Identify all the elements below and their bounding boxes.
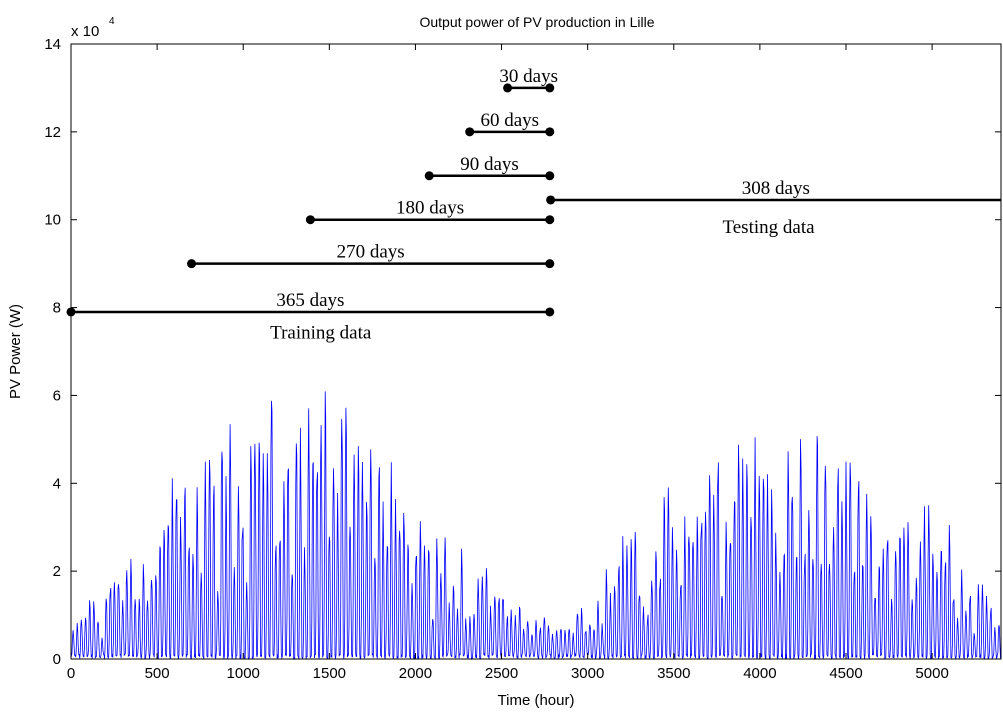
interval-label: 60 days bbox=[480, 110, 539, 131]
y-tick-label: 10 bbox=[44, 212, 61, 229]
chart-title: Output power of PV production in Lille bbox=[419, 14, 654, 30]
x-tick-label: 0 bbox=[67, 665, 75, 682]
y-tick-label: 8 bbox=[53, 300, 61, 317]
y-tick-label: 0 bbox=[53, 651, 61, 668]
x-tick-label: 2500 bbox=[485, 665, 518, 682]
x-tick-label: 3500 bbox=[657, 665, 690, 682]
interval-start-dot bbox=[546, 195, 556, 205]
interval-label: 270 days bbox=[337, 242, 405, 263]
interval-label: 30 days bbox=[499, 66, 558, 87]
interval-layer: 30 days 60 days 90 days 180 days 270 days 365… bbox=[66, 66, 1001, 343]
interval-end-dot bbox=[545, 127, 555, 137]
y-tick-label: 12 bbox=[44, 124, 61, 141]
annotation-label: Training data bbox=[270, 322, 372, 343]
interval-end-dot bbox=[545, 83, 555, 93]
interval-start-dot bbox=[305, 215, 315, 225]
interval-start-dot bbox=[503, 83, 513, 93]
y-tick-label: 6 bbox=[53, 387, 61, 404]
interval-start-dot bbox=[465, 127, 475, 137]
interval-end-dot bbox=[545, 259, 555, 269]
interval-start-dot bbox=[424, 171, 434, 181]
interval-label: 365 days bbox=[276, 290, 344, 311]
x-tick-label: 2000 bbox=[399, 665, 432, 682]
interval-end-dot bbox=[545, 215, 555, 225]
tick-layer: 0 500 1000 1500 2000 2500 3000 3500 4000 4500 5000… bbox=[44, 36, 1001, 682]
axes-box bbox=[70, 43, 1002, 660]
y-tick-label: 14 bbox=[44, 36, 61, 53]
y-tick-label: 2 bbox=[53, 563, 61, 580]
y-axis-multiplier-exponent: 4 bbox=[109, 16, 115, 27]
interval-label: 180 days bbox=[396, 198, 464, 219]
interval-label: 90 days bbox=[460, 154, 519, 175]
annotation-label: Testing data bbox=[722, 217, 815, 238]
pv-power-series-line bbox=[70, 391, 1002, 661]
series-layer bbox=[70, 391, 1002, 661]
y-tick-label: 4 bbox=[53, 475, 61, 492]
interval-end-dot bbox=[545, 171, 555, 181]
y-axis-label: PV Power (W) bbox=[7, 304, 24, 399]
interval-end-dot bbox=[545, 307, 555, 317]
y-axis-multiplier: x 10 bbox=[71, 23, 99, 40]
x-tick-label: 5000 bbox=[915, 665, 948, 682]
x-tick-label: 500 bbox=[145, 665, 170, 682]
x-tick-label: 1000 bbox=[227, 665, 260, 682]
x-tick-label: 1500 bbox=[313, 665, 346, 682]
x-axis-label: Time (hour) bbox=[498, 692, 575, 709]
interval-label: 308 days bbox=[742, 178, 810, 199]
x-tick-label: 4500 bbox=[829, 665, 862, 682]
x-tick-label: 3000 bbox=[571, 665, 604, 682]
interval-start-dot bbox=[187, 259, 197, 269]
x-tick-label: 4000 bbox=[743, 665, 776, 682]
